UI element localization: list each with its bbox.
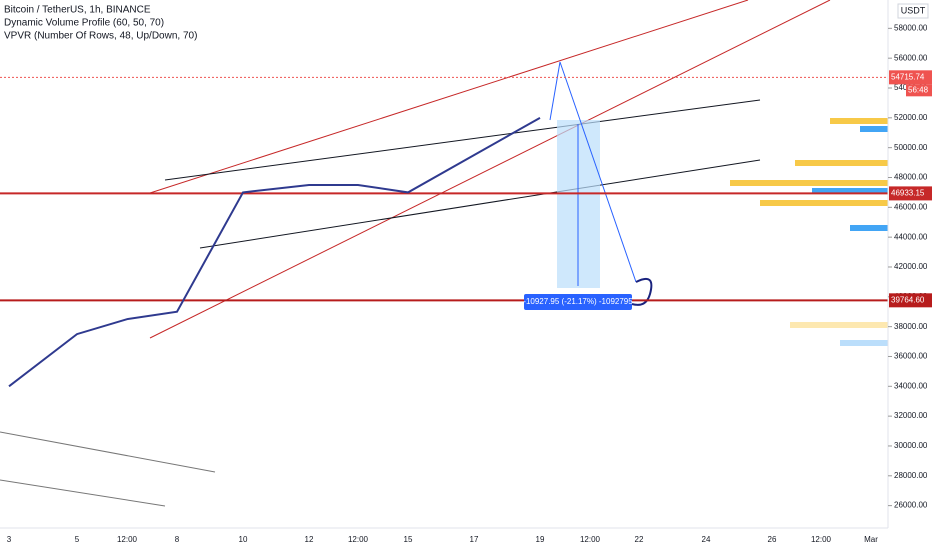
y-tick-label: 50000.00 xyxy=(894,143,928,152)
x-tick-label: 10 xyxy=(239,535,248,544)
vp-bar xyxy=(812,188,888,194)
price-label: 39764.60 xyxy=(891,295,925,304)
vp-bar xyxy=(860,126,888,132)
x-tick-label: 12 xyxy=(305,535,314,544)
y-tick-label: 42000.00 xyxy=(894,262,928,271)
circle-mark xyxy=(631,278,653,306)
price-label-box xyxy=(889,186,932,201)
trend-line xyxy=(199,159,761,249)
trend-line xyxy=(0,479,166,507)
x-tick-label: 5 xyxy=(75,535,80,544)
measure-label-box xyxy=(524,294,632,310)
y-tick-label: 52000.00 xyxy=(894,113,928,122)
x-tick-label: 12:00 xyxy=(117,535,138,544)
symbol: Bitcoin / TetherUS, 1h, BINANCE xyxy=(4,5,151,16)
x-tick-label: 8 xyxy=(175,535,180,544)
y-tick-label: 28000.00 xyxy=(894,471,928,480)
x-tick-label: 24 xyxy=(702,535,711,544)
y-tick-label: 38000.00 xyxy=(894,322,928,331)
y-tick-label: 32000.00 xyxy=(894,411,928,420)
indicator: VPVR (Number Of Rows, 48, Up/Down, 70) xyxy=(4,31,197,42)
trend-line xyxy=(149,0,831,339)
trend-line xyxy=(149,0,749,194)
y-tick-label: 48000.00 xyxy=(894,173,928,182)
indicator: Dynamic Volume Profile (60, 50, 70) xyxy=(4,18,164,29)
trend-line xyxy=(164,99,761,181)
x-tick-label: Mar xyxy=(864,535,878,544)
price-label-box xyxy=(889,293,932,308)
x-tick-label: 12:00 xyxy=(811,535,832,544)
x-tick-label: 3 xyxy=(7,535,12,544)
x-tick-label: 12:00 xyxy=(348,535,369,544)
trend-line xyxy=(0,431,216,473)
vp-bar xyxy=(840,340,888,346)
x-tick-label: 19 xyxy=(536,535,545,544)
y-tick-label: 34000.00 xyxy=(894,381,928,390)
drawings xyxy=(0,0,831,507)
y-tick-label: 46000.00 xyxy=(894,202,928,211)
price-label: 54715.74 xyxy=(891,72,925,81)
x-tick-label: 12:00 xyxy=(580,535,601,544)
vp-bar xyxy=(760,200,888,206)
currency-box[interactable] xyxy=(897,3,929,19)
vp-bar xyxy=(795,160,888,166)
price-label: 46933.15 xyxy=(891,189,925,198)
y-tick-label: 30000.00 xyxy=(894,441,928,450)
y-tick-label: 26000.00 xyxy=(894,501,928,510)
x-tick-label: 15 xyxy=(404,535,413,544)
y-tick-label: 36000.00 xyxy=(894,352,928,361)
measure-label: -10927.95 (-21.17%) -1092795 xyxy=(523,297,633,306)
volume-profile xyxy=(730,118,888,346)
vp-bar xyxy=(790,322,888,328)
countdown-box xyxy=(906,84,932,97)
y-tick-label: 56000.00 xyxy=(894,53,928,62)
plot xyxy=(0,76,888,388)
projection xyxy=(549,61,637,283)
x-tick-label: 17 xyxy=(470,535,479,544)
countdown: 56:48 xyxy=(908,85,929,94)
vp-bar xyxy=(850,225,888,231)
vp-bar xyxy=(830,118,888,124)
price-label-box xyxy=(889,70,932,85)
currency[interactable]: USDT xyxy=(901,5,926,15)
price-series xyxy=(8,116,541,388)
vp-bar xyxy=(730,180,888,186)
x-tick-label: 22 xyxy=(635,535,644,544)
y-tick-label: 58000.00 xyxy=(894,23,928,32)
y-tick-label: 44000.00 xyxy=(894,232,928,241)
x-tick-label: 26 xyxy=(768,535,777,544)
